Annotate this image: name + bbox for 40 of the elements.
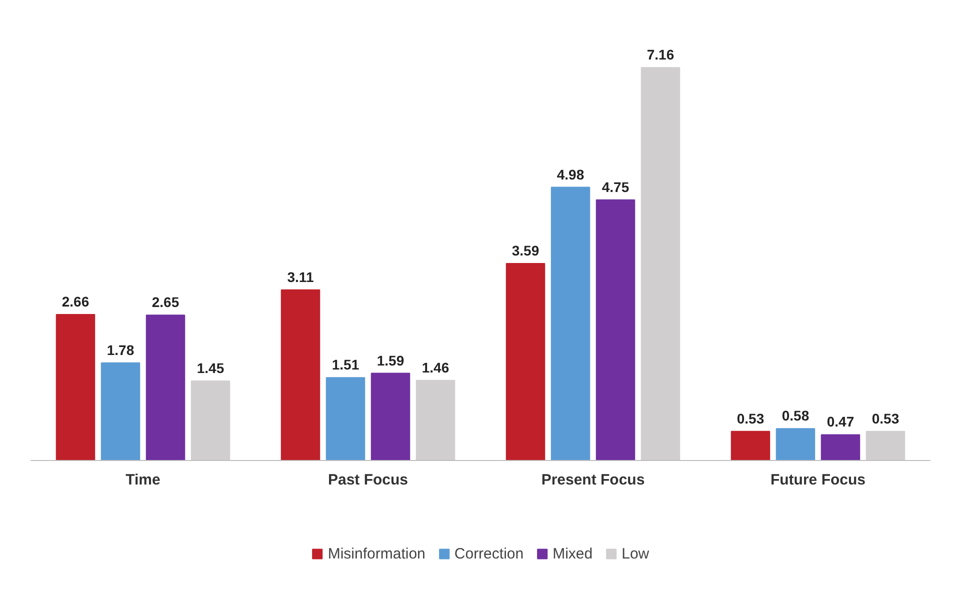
data-label: 0.47	[826, 414, 854, 430]
bar	[820, 434, 860, 460]
data-label: 2.66	[62, 294, 90, 310]
data-label: 3.59	[512, 242, 540, 259]
x-tick-label: Past Focus	[328, 472, 408, 488]
data-label: 1.45	[196, 360, 224, 376]
legend-label: Low	[622, 545, 650, 562]
bar	[640, 67, 680, 460]
data-label: 0.53	[872, 410, 900, 426]
data-label: 0.58	[782, 408, 810, 424]
data-label: 4.75	[602, 178, 630, 195]
x-tick-label: Time	[126, 472, 160, 488]
data-label: 1.59	[376, 352, 404, 368]
bar	[506, 263, 546, 460]
x-tick-label: Future Focus	[770, 472, 866, 488]
data-label: 3.11	[287, 268, 314, 285]
bar	[190, 380, 230, 460]
bar	[280, 289, 320, 460]
bar	[776, 428, 816, 460]
bar	[596, 199, 636, 460]
bar	[550, 186, 590, 460]
legend-label: Correction	[454, 545, 524, 562]
legend-label: Misinformation	[328, 545, 426, 562]
bar	[370, 372, 410, 460]
bar	[100, 362, 140, 460]
bar	[730, 430, 770, 460]
data-label: 0.53	[736, 410, 764, 426]
bar	[326, 377, 366, 460]
data-label: 4.98	[556, 166, 584, 182]
data-label: 1.46	[422, 359, 450, 376]
data-label: 2.65	[152, 294, 180, 310]
x-tick-label: Present Focus	[541, 472, 645, 488]
data-label: 1.78	[106, 342, 134, 358]
bar	[56, 314, 96, 460]
data-label: 7.16	[646, 46, 674, 63]
bar	[146, 314, 186, 460]
bar	[416, 380, 456, 460]
data-label: 1.51	[332, 356, 360, 373]
bar	[866, 430, 906, 460]
legend-label: Mixed	[552, 545, 593, 562]
